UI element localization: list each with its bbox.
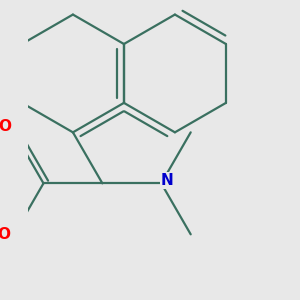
Text: O: O (0, 119, 12, 134)
Text: O: O (0, 227, 10, 242)
Text: N: N (161, 173, 173, 188)
